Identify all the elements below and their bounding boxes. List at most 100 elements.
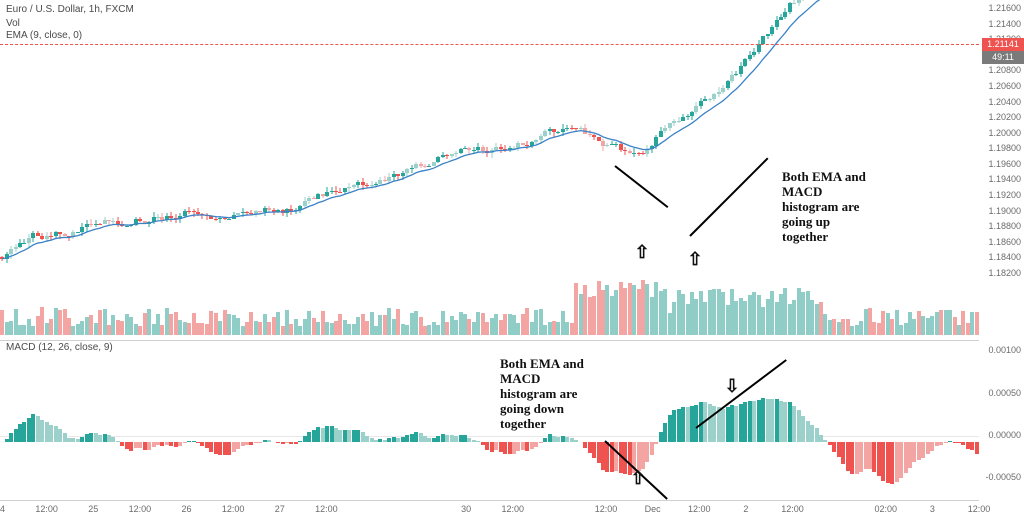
macd-bar [396, 438, 400, 442]
volume-bar [214, 313, 218, 335]
macd-bar [521, 442, 525, 450]
volume-bar [281, 326, 285, 335]
volume-bar [864, 309, 868, 335]
candle [245, 0, 249, 335]
candle [717, 0, 721, 335]
macd-bar [886, 442, 890, 483]
candle [926, 0, 930, 335]
macd-bar [761, 398, 765, 442]
candle [160, 0, 164, 335]
macd-bar [948, 441, 952, 442]
macd-bar [837, 442, 841, 457]
volume-bar [939, 310, 943, 335]
volume-bar [703, 302, 707, 335]
candle [107, 0, 111, 335]
annotation-down: Both EMA and MACD histogram are going do… [500, 357, 584, 432]
candle [343, 0, 347, 335]
candle [98, 0, 102, 335]
macd-bar [748, 401, 752, 442]
volume-bar [490, 318, 494, 335]
candle [223, 0, 227, 335]
macd-bar [721, 409, 725, 442]
macd-bar [120, 442, 124, 446]
volume-bar [303, 319, 307, 335]
volume-bar [427, 325, 431, 335]
macd-bar [405, 435, 409, 442]
volume-bar [663, 289, 667, 335]
candle [410, 0, 414, 335]
volume-bar [454, 320, 458, 335]
macd-bar [9, 433, 13, 441]
macd-bar [303, 436, 307, 441]
volume-bar [316, 322, 320, 335]
candle [374, 0, 378, 335]
volume-bar [712, 289, 716, 335]
candle [63, 0, 67, 335]
candle [948, 0, 952, 335]
macd-panel[interactable] [0, 340, 979, 501]
x-tick-label: 02:00 [874, 504, 897, 514]
volume-bar [797, 288, 801, 335]
volume-bar [289, 324, 293, 335]
candle [120, 0, 124, 335]
macd-bar [908, 442, 912, 468]
volume-bar [307, 311, 311, 335]
volume-bar [766, 299, 770, 335]
macd-bar [788, 402, 792, 442]
candle [80, 0, 84, 335]
macd-bar [961, 442, 965, 445]
macd-bar [944, 442, 948, 443]
macd-bar [209, 442, 213, 452]
candle [31, 0, 35, 335]
macd-bar [806, 421, 810, 442]
candle [103, 0, 107, 335]
candle [957, 0, 961, 335]
candle [512, 0, 516, 335]
candle [330, 0, 334, 335]
candle [935, 0, 939, 335]
volume-bar [378, 315, 382, 335]
candle [0, 0, 4, 335]
candle [921, 0, 925, 335]
candle [383, 0, 387, 335]
volume-bar [129, 317, 133, 335]
candle [610, 0, 614, 335]
candle [205, 0, 209, 335]
candle [178, 0, 182, 335]
volume-bar [721, 292, 725, 335]
macd-bar [138, 442, 142, 448]
price-panel[interactable] [0, 0, 979, 335]
volume-bar [441, 311, 445, 335]
volume-bar [49, 319, 53, 335]
volume-bar [245, 322, 249, 335]
volume-bar [752, 292, 756, 335]
macd-bar [895, 442, 899, 483]
candle [200, 0, 204, 335]
candle [930, 0, 934, 335]
volume-bar [174, 312, 178, 335]
candle [908, 0, 912, 335]
candle [739, 0, 743, 335]
candle [775, 0, 779, 335]
volume-bar [147, 309, 151, 335]
macd-bar [454, 436, 458, 442]
candle [703, 0, 707, 335]
candle [5, 0, 9, 335]
macd-bar [27, 418, 31, 441]
macd-bar [543, 438, 547, 442]
candle [677, 0, 681, 335]
macd-bar [797, 410, 801, 442]
macd-bar [556, 437, 560, 442]
x-tick-label: 27 [275, 504, 285, 514]
candle [254, 0, 258, 335]
macd-bar [890, 442, 894, 484]
volume-bar [917, 311, 921, 335]
x-tick-label: 24 [0, 504, 5, 514]
candle [298, 0, 302, 335]
volume-bar [14, 309, 18, 335]
x-tick-label: 3 [930, 504, 935, 514]
x-tick-label: 12:00 [595, 504, 618, 514]
candle [396, 0, 400, 335]
volume-bar [614, 290, 618, 335]
macd-bar [810, 425, 814, 442]
